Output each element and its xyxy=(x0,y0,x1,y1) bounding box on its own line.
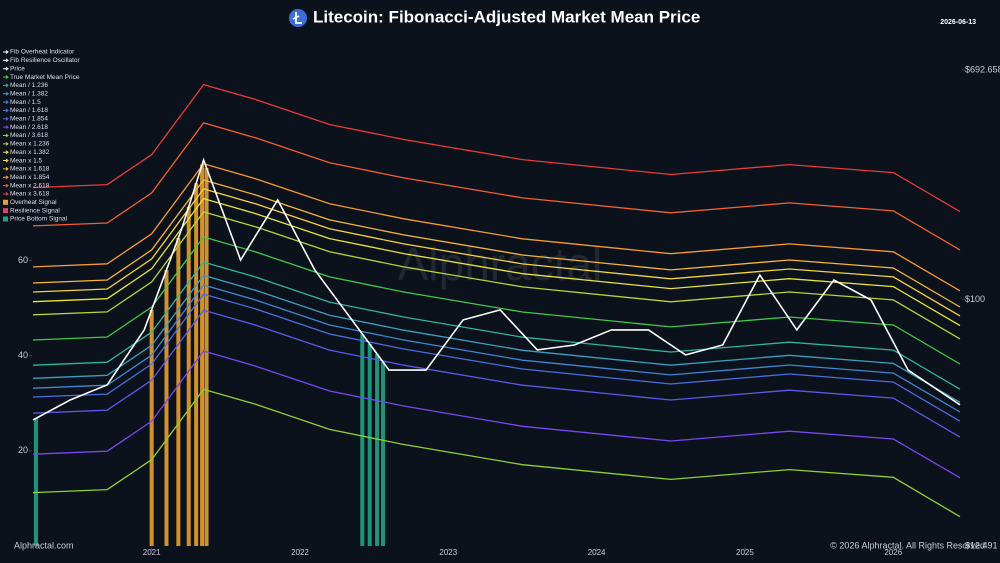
plot-area xyxy=(32,83,961,547)
x-tick-label: 2022 xyxy=(291,548,309,557)
legend-label: Mean / 1.5 xyxy=(10,99,41,106)
y-tick-label: $100 xyxy=(965,294,985,304)
x-tick-label: 2023 xyxy=(439,548,457,557)
legend-label: Mean / 1.382 xyxy=(10,90,48,97)
source: Alphractal.com xyxy=(14,540,74,550)
date: 2026-06-13 xyxy=(940,19,976,26)
chart-title: Litecoin: Fibonacci-Adjusted Market Mean… xyxy=(313,7,700,26)
signal-bar xyxy=(367,344,372,546)
legend-swatch xyxy=(3,216,8,222)
legend-swatch xyxy=(3,133,9,138)
x-tick-label: 2024 xyxy=(588,548,606,557)
series-line xyxy=(32,157,961,421)
y-tick-label: $692.658 xyxy=(965,64,1000,74)
legend-label: Mean x 2.618 xyxy=(10,182,50,189)
legend-label: Mean / 1.618 xyxy=(10,107,48,114)
legend-label: Fib Resilience Oscillator xyxy=(10,57,81,64)
legend-swatch xyxy=(3,150,9,155)
y2-tick-label: 40 xyxy=(18,350,28,360)
legend-label: Mean x 1.236 xyxy=(10,141,50,148)
series-line xyxy=(32,163,961,292)
signal-bar xyxy=(194,183,199,546)
series-line xyxy=(32,197,961,327)
legend-label: Fib Overheat Indicator xyxy=(10,49,75,56)
legend-label: True Market Mean Price xyxy=(10,74,80,81)
legend-swatch xyxy=(3,175,9,180)
logo xyxy=(289,9,307,27)
legend-swatch xyxy=(3,192,9,196)
x-tick-label: 2026 xyxy=(884,548,902,557)
series-line xyxy=(32,261,961,390)
legend-swatch xyxy=(3,91,9,96)
x-tick-label: 2025 xyxy=(736,548,754,557)
legend-swatch xyxy=(3,83,9,88)
series-line xyxy=(32,284,961,413)
series-line xyxy=(32,83,961,213)
legend-swatch xyxy=(3,75,9,79)
legend-swatch xyxy=(3,183,9,188)
legend-swatch xyxy=(3,141,9,146)
y2-tick-label: 20 xyxy=(18,445,28,455)
series-line xyxy=(32,122,961,251)
legend-swatch xyxy=(3,199,8,205)
legend-swatch xyxy=(3,116,9,121)
legend-label: Mean x 1.854 xyxy=(10,174,50,181)
series-line xyxy=(32,179,961,308)
legend-swatch xyxy=(3,158,9,163)
signal-bar xyxy=(176,238,181,546)
legend-label: Mean / 2.618 xyxy=(10,124,48,131)
legend-label: Mean x 3.618 xyxy=(10,191,50,198)
logo-mark xyxy=(292,12,302,24)
signal-bar xyxy=(381,362,386,546)
signal-bar xyxy=(186,206,191,546)
y-tick-label: $12.491 xyxy=(965,540,998,550)
legend-label: Mean x 1.5 xyxy=(10,157,43,164)
series-line xyxy=(32,274,961,403)
series-line xyxy=(32,188,961,317)
watermark: Alphractal xyxy=(398,238,603,290)
legend-label: Resilience Signal xyxy=(10,207,60,214)
series-line xyxy=(32,309,961,438)
legend-label: Mean / 1.236 xyxy=(10,82,48,89)
signal-bar xyxy=(149,309,154,546)
legend-swatch xyxy=(3,66,9,71)
series-line xyxy=(32,211,961,340)
signal-bar xyxy=(33,418,38,546)
series-line xyxy=(32,236,961,365)
signal-bar xyxy=(204,167,209,547)
signal-bar xyxy=(360,333,365,546)
legend-swatch xyxy=(3,208,8,214)
legend-label: Mean x 1.382 xyxy=(10,149,50,156)
legend-label: Mean x 1.618 xyxy=(10,166,50,173)
signal-bar xyxy=(375,354,380,546)
legend-swatch xyxy=(3,108,9,113)
legend-label: Price Bottom Signal xyxy=(10,216,68,223)
series-line xyxy=(32,388,961,518)
y2-tick-label: 60 xyxy=(18,255,28,265)
signal-bar xyxy=(200,164,205,547)
legend-label: Mean / 1.854 xyxy=(10,116,48,123)
legend-swatch xyxy=(3,50,9,54)
legend-label: Overheat Signal xyxy=(10,199,57,206)
legend-swatch xyxy=(3,100,9,104)
series-line xyxy=(32,293,961,422)
legend-swatch xyxy=(3,167,9,171)
legend-label: Mean / 3.618 xyxy=(10,132,48,139)
series-line xyxy=(32,350,961,479)
x-tick-label: 2021 xyxy=(143,548,161,557)
legend-label: Price xyxy=(10,65,25,72)
legend-swatch xyxy=(3,58,9,63)
legend-swatch xyxy=(3,125,9,130)
signal-bar xyxy=(164,269,169,546)
copyright: © 2026 Alphractal. All Rights Reserved xyxy=(830,540,985,550)
